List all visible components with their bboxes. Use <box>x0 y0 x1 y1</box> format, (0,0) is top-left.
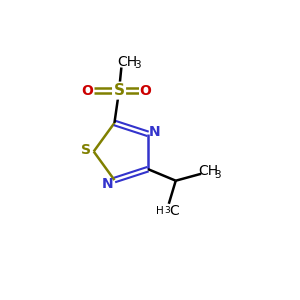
Text: CH: CH <box>117 55 137 69</box>
Text: O: O <box>81 84 93 98</box>
Text: N: N <box>102 176 113 190</box>
Text: CH: CH <box>198 164 218 178</box>
Text: 3: 3 <box>134 60 140 70</box>
Text: S: S <box>114 83 124 98</box>
Text: 3: 3 <box>164 206 170 215</box>
Text: O: O <box>140 84 152 98</box>
Text: H: H <box>156 206 164 216</box>
Text: S: S <box>81 143 91 157</box>
Text: 3: 3 <box>214 170 221 180</box>
Text: C: C <box>170 204 179 218</box>
Text: N: N <box>149 124 161 139</box>
